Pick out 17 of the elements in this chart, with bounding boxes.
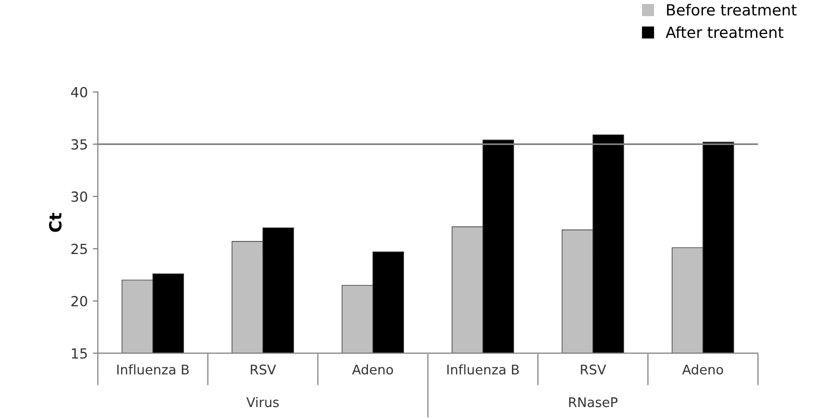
y-axis-title: Ct [49,212,62,232]
legend-label: Before treatment [667,4,797,16]
text: RNaseP [569,397,618,408]
y-tick-label: 35 [71,139,87,150]
x-tick-label: Influenza B [447,364,519,375]
y-tick-label: 25 [71,244,87,254]
x-tick-label: RSV [250,364,276,375]
x-tick-label: Adeno [352,364,393,375]
x-tick-label: RSV [580,364,606,375]
x-tick-label: Adeno [682,364,724,375]
y-tick-label: 15 [72,348,87,359]
y-tick-label: 40 [71,86,88,98]
y-tick-label: 30 [71,191,88,202]
text: Virus [246,396,279,408]
y-tick-label: 20 [71,296,88,306]
legend-label: After treatment [666,26,784,38]
x-tick-label: Influenza B [117,364,189,375]
